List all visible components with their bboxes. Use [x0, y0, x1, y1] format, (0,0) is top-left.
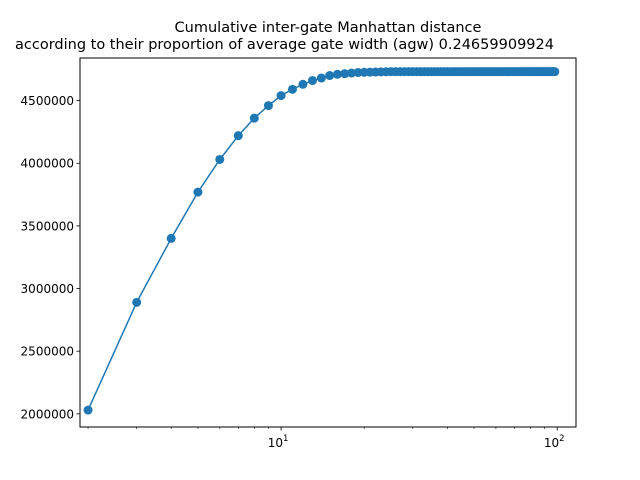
- y-tick-label: 4500000: [21, 94, 74, 108]
- chart-title: Cumulative inter-gate Manhattan distance: [175, 20, 482, 36]
- x-tick-label: 101: [268, 434, 289, 450]
- y-tick-label: 3000000: [21, 282, 74, 296]
- data-point: [215, 154, 225, 164]
- y-tick-label: 4000000: [21, 157, 74, 171]
- data-point: [193, 187, 203, 197]
- data-point: [308, 76, 318, 86]
- y-tick-label: 2000000: [21, 407, 74, 421]
- x-axis: 101 102: [87, 427, 565, 450]
- chart-subtitle: according to their proportion of average…: [15, 37, 554, 53]
- data-point: [340, 69, 350, 79]
- data-point: [316, 73, 326, 83]
- series-line: [87, 70, 555, 411]
- data-point: [166, 233, 176, 243]
- data-point: [249, 113, 259, 123]
- data-point: [287, 84, 297, 94]
- data-point: [276, 91, 286, 101]
- y-tick-label: 2500000: [21, 345, 74, 359]
- y-tick-label: 3500000: [21, 219, 74, 233]
- data-point: [298, 79, 308, 89]
- data-point: [83, 405, 93, 415]
- data-point: [233, 131, 243, 141]
- series-layer: [83, 67, 560, 415]
- data-point: [550, 67, 560, 77]
- data-point: [263, 101, 273, 111]
- plot-frame: [79, 57, 577, 428]
- data-point: [132, 297, 142, 307]
- data-point: [332, 69, 342, 79]
- data-point: [325, 71, 335, 81]
- plot-area: 2000000 2500000 3000000 3500000 4000000 45000…: [21, 57, 577, 450]
- y-axis: 2000000 2500000 3000000 3500000 4000000 45000…: [21, 94, 80, 421]
- x-tick-label: 102: [544, 434, 565, 450]
- data-point: [347, 68, 357, 78]
